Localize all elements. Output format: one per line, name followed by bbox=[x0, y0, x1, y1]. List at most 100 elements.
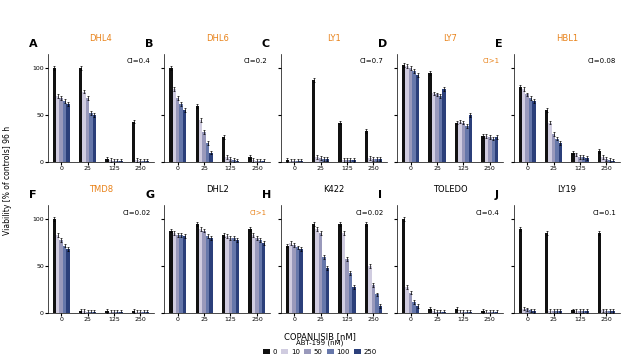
Bar bbox=[548, 122, 552, 162]
Bar bbox=[352, 287, 356, 313]
Bar bbox=[582, 311, 585, 313]
Text: A: A bbox=[29, 39, 38, 49]
Bar bbox=[375, 159, 378, 162]
Text: F: F bbox=[29, 190, 36, 200]
Bar bbox=[56, 96, 60, 162]
Bar bbox=[139, 312, 142, 313]
Bar bbox=[455, 309, 458, 313]
Bar bbox=[225, 236, 228, 313]
Bar bbox=[525, 310, 529, 313]
Bar bbox=[439, 312, 442, 313]
Bar bbox=[300, 249, 303, 313]
Bar bbox=[432, 311, 435, 313]
Bar bbox=[296, 247, 300, 313]
Bar bbox=[605, 311, 608, 313]
Bar bbox=[345, 160, 349, 162]
Bar bbox=[116, 161, 119, 162]
Bar bbox=[52, 68, 56, 162]
Bar bbox=[173, 233, 176, 313]
Text: CI>1: CI>1 bbox=[250, 210, 267, 216]
Text: CI=0.08: CI=0.08 bbox=[588, 58, 616, 64]
Bar bbox=[63, 246, 67, 313]
Bar bbox=[578, 311, 582, 313]
Bar bbox=[222, 235, 225, 313]
Bar bbox=[52, 219, 56, 313]
Bar bbox=[481, 311, 484, 313]
Bar bbox=[135, 160, 139, 162]
Bar bbox=[106, 311, 109, 313]
Bar bbox=[296, 161, 300, 162]
Bar bbox=[484, 136, 488, 162]
Text: DHL6: DHL6 bbox=[206, 34, 228, 43]
Text: HBL1: HBL1 bbox=[556, 34, 578, 43]
Bar bbox=[559, 311, 562, 313]
Bar bbox=[611, 311, 615, 313]
Bar bbox=[532, 101, 536, 162]
Bar bbox=[455, 122, 458, 162]
Bar bbox=[67, 249, 70, 313]
Bar bbox=[378, 306, 382, 313]
Bar bbox=[252, 235, 255, 313]
Bar bbox=[145, 161, 149, 162]
Bar bbox=[605, 159, 608, 162]
Bar bbox=[458, 122, 461, 162]
Bar bbox=[228, 159, 232, 162]
Bar bbox=[365, 131, 368, 162]
Bar bbox=[608, 160, 611, 162]
Bar bbox=[552, 134, 556, 162]
Text: CI=0.02: CI=0.02 bbox=[122, 210, 150, 216]
Bar bbox=[461, 312, 465, 313]
Bar bbox=[492, 139, 495, 162]
Bar bbox=[409, 293, 412, 313]
Bar bbox=[481, 136, 484, 162]
Bar bbox=[545, 233, 548, 313]
Bar bbox=[412, 302, 416, 313]
Bar bbox=[428, 73, 432, 162]
Bar bbox=[179, 235, 183, 313]
Bar bbox=[135, 312, 139, 313]
Bar bbox=[416, 306, 419, 313]
Bar bbox=[86, 312, 90, 313]
Bar bbox=[365, 224, 368, 313]
Bar bbox=[575, 311, 578, 313]
Bar bbox=[435, 94, 439, 162]
Bar bbox=[402, 65, 406, 162]
Bar bbox=[585, 158, 589, 162]
Bar bbox=[106, 159, 109, 162]
Bar bbox=[142, 161, 145, 162]
Bar bbox=[495, 312, 499, 313]
Bar bbox=[442, 312, 445, 313]
Bar bbox=[326, 268, 329, 313]
Bar bbox=[326, 159, 329, 162]
Text: DHL2: DHL2 bbox=[206, 185, 228, 194]
Bar bbox=[262, 161, 266, 162]
Bar bbox=[319, 158, 323, 162]
Bar bbox=[93, 312, 96, 313]
Bar bbox=[109, 312, 112, 313]
Bar bbox=[525, 94, 529, 162]
Bar bbox=[468, 312, 472, 313]
Bar bbox=[345, 259, 349, 313]
Bar bbox=[209, 153, 212, 162]
Bar bbox=[119, 312, 123, 313]
Bar bbox=[285, 246, 289, 313]
Bar bbox=[60, 240, 63, 313]
Bar bbox=[116, 312, 119, 313]
Bar bbox=[349, 160, 352, 162]
Bar bbox=[183, 111, 186, 162]
Bar bbox=[323, 257, 326, 313]
Bar bbox=[352, 160, 356, 162]
Bar bbox=[556, 311, 559, 313]
Bar bbox=[132, 311, 135, 313]
Bar bbox=[488, 137, 492, 162]
Bar bbox=[598, 151, 601, 162]
Bar bbox=[484, 312, 488, 313]
Text: CI>1: CI>1 bbox=[483, 58, 500, 64]
Bar bbox=[312, 80, 316, 162]
Bar bbox=[206, 236, 209, 313]
Bar bbox=[248, 229, 252, 313]
Text: LY1: LY1 bbox=[327, 34, 340, 43]
Bar bbox=[183, 236, 186, 313]
Bar bbox=[83, 311, 86, 313]
Bar bbox=[552, 311, 556, 313]
